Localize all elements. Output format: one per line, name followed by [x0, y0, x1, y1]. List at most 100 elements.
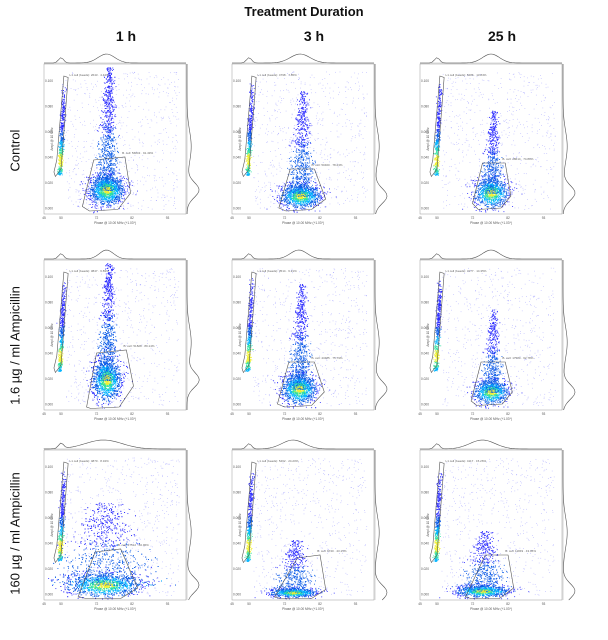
gate-cells-label: B. cell: 17580 · 62.78% — [502, 356, 533, 360]
y-axis-label: Ampl @ 10 MHz — [426, 513, 430, 537]
y-tick-label: 0.100 — [421, 465, 429, 469]
y-tick-label: 0.040 — [233, 542, 241, 546]
y-tick-label: 0.000 — [421, 593, 429, 597]
x-tick-label: 50 — [435, 602, 439, 606]
y-tick-label: 0.060 — [233, 326, 241, 330]
top-density — [44, 53, 186, 64]
x-tick-label: 82 — [130, 216, 134, 220]
x-tick-label: 93 — [354, 602, 358, 606]
x-tick-label: 82 — [318, 412, 322, 416]
gate-beads-label: L1 cell (beads): 5462 · 24.20% — [258, 459, 299, 463]
y-axis-label: Ampl @ 10 MHz — [50, 323, 54, 347]
gate-cells — [465, 554, 515, 599]
gate-beads-label: L1 cell (beads): 2643 · 4.44% — [70, 73, 110, 77]
y-tick-label: 0.020 — [45, 377, 53, 381]
y-tick-label: 0.100 — [233, 275, 241, 279]
x-tick-label: 50 — [59, 412, 63, 416]
gate-cells — [472, 162, 512, 210]
y-axis-label: Ampl @ 10 MHz — [50, 127, 54, 151]
x-tick-label: 50 — [247, 412, 251, 416]
scatter-points — [57, 67, 180, 214]
scatter-panel-r2-c1: L1 cell (beads): 3847 · 6.83% B. cell: 51… — [42, 249, 200, 421]
y-tick-label: 0.000 — [233, 593, 241, 597]
x-tick-label: 72 — [95, 412, 99, 416]
gate-beads — [241, 271, 257, 374]
x-tick-label: 50 — [59, 602, 63, 606]
column-header-25h: 25 h — [442, 28, 562, 44]
gate-cells — [470, 361, 513, 406]
y-tick-label: 0.100 — [233, 465, 241, 469]
gate-beads-label: L1 cell (beads): 5286 · 13.84% — [446, 73, 487, 77]
scatter-panel-r3-c3: L1 cell (beads): 4117 · 15.26% B. cell: 1… — [418, 439, 576, 611]
x-tick-label: 93 — [166, 412, 170, 416]
gate-cells — [278, 168, 327, 212]
scatter-points — [56, 263, 180, 409]
y-tick-label: 0.020 — [421, 181, 429, 185]
gate-beads-label: L1 cell (beads): 3514 · 6.21% — [258, 269, 298, 273]
y-tick-label: 0.000 — [233, 403, 241, 407]
x-axis-label: Phase @ 10.00 MHz (+1.03*) — [470, 607, 512, 611]
right-density — [374, 64, 388, 215]
y-tick-label: 0.080 — [45, 105, 53, 109]
scatter-points — [433, 72, 556, 213]
right-density — [186, 64, 200, 215]
y-tick-label: 0.060 — [233, 516, 241, 520]
x-tick-label: 93 — [542, 412, 546, 416]
top-density — [232, 249, 374, 260]
y-axis-label: Ampl @ 10 MHz — [426, 127, 430, 151]
x-axis-label: Phase @ 10.00 MHz (+1.03*) — [94, 221, 136, 225]
x-tick-label: 82 — [506, 412, 510, 416]
x-axis-label: Phase @ 10.00 MHz (+1.03*) — [94, 607, 136, 611]
y-axis-label: Ampl @ 10 MHz — [238, 513, 242, 537]
x-axis-label: Phase @ 10.00 MHz (+1.03*) — [470, 417, 512, 421]
y-axis-label: Ampl @ 10 MHz — [50, 513, 54, 537]
scatter-panel-r1-c3: L1 cell (beads): 5286 · 13.84% B. cell: 2… — [418, 53, 576, 225]
y-tick-label: 0.000 — [421, 207, 429, 211]
y-tick-label: 0.060 — [233, 130, 241, 134]
x-tick-label: 72 — [95, 602, 99, 606]
x-tick-label: 50 — [247, 602, 251, 606]
y-tick-label: 0.040 — [421, 352, 429, 356]
gate-beads-label: L1 cell (beads): 3177 · 14.35% — [446, 269, 487, 273]
y-axis-label: Ampl @ 10 MHz — [238, 323, 242, 347]
x-tick-label: 45 — [42, 216, 46, 220]
x-tick-label: 72 — [471, 602, 475, 606]
y-tick-label: 0.000 — [421, 403, 429, 407]
x-tick-label: 72 — [283, 412, 287, 416]
scatter-panel-r3-c1: L1 cell (beads): 4870 · 8.34% B. cell: 47… — [42, 439, 200, 611]
gate-beads-label: L1 cell (beads): 4117 · 15.26% — [446, 459, 487, 463]
row-header-low-ampicillin: 1.6 µg / ml Ampicillin — [8, 271, 23, 421]
y-tick-label: 0.040 — [45, 352, 53, 356]
gate-cells — [274, 554, 327, 599]
x-tick-label: 72 — [283, 602, 287, 606]
gate-cells-label: B. cell: 50460 · 78.23% — [312, 163, 343, 167]
x-axis-label: Phase @ 10.00 MHz (+1.03*) — [470, 221, 512, 225]
plot-frame — [419, 449, 563, 601]
gate-cells — [86, 349, 134, 409]
y-tick-label: 0.060 — [45, 130, 53, 134]
x-tick-label: 45 — [230, 216, 234, 220]
scatter-points — [48, 457, 180, 600]
right-density — [186, 450, 200, 601]
gate-beads — [53, 271, 69, 374]
right-density — [562, 64, 576, 215]
x-tick-label: 72 — [283, 216, 287, 220]
x-tick-label: 45 — [230, 602, 234, 606]
scatter-points — [245, 267, 368, 409]
y-tick-label: 0.020 — [233, 567, 241, 571]
gate-beads — [241, 461, 257, 564]
y-tick-label: 0.100 — [45, 275, 53, 279]
right-density — [562, 260, 576, 411]
y-tick-label: 0.080 — [233, 105, 241, 109]
gate-cells — [81, 156, 131, 212]
y-tick-label: 0.020 — [233, 377, 241, 381]
scatter-panel-r3-c2: L1 cell (beads): 5462 · 24.20% B. cell: 9… — [230, 439, 388, 611]
column-header-3h: 3 h — [254, 28, 374, 44]
y-tick-label: 0.080 — [233, 301, 241, 305]
x-tick-label: 45 — [230, 412, 234, 416]
gate-cells-label: B. cell: 11849 · 43.95% — [505, 549, 536, 553]
y-tick-label: 0.100 — [421, 275, 429, 279]
x-tick-label: 93 — [354, 216, 358, 220]
x-axis-label: Phase @ 10.00 MHz (+1.03*) — [282, 607, 324, 611]
top-density — [44, 249, 186, 260]
